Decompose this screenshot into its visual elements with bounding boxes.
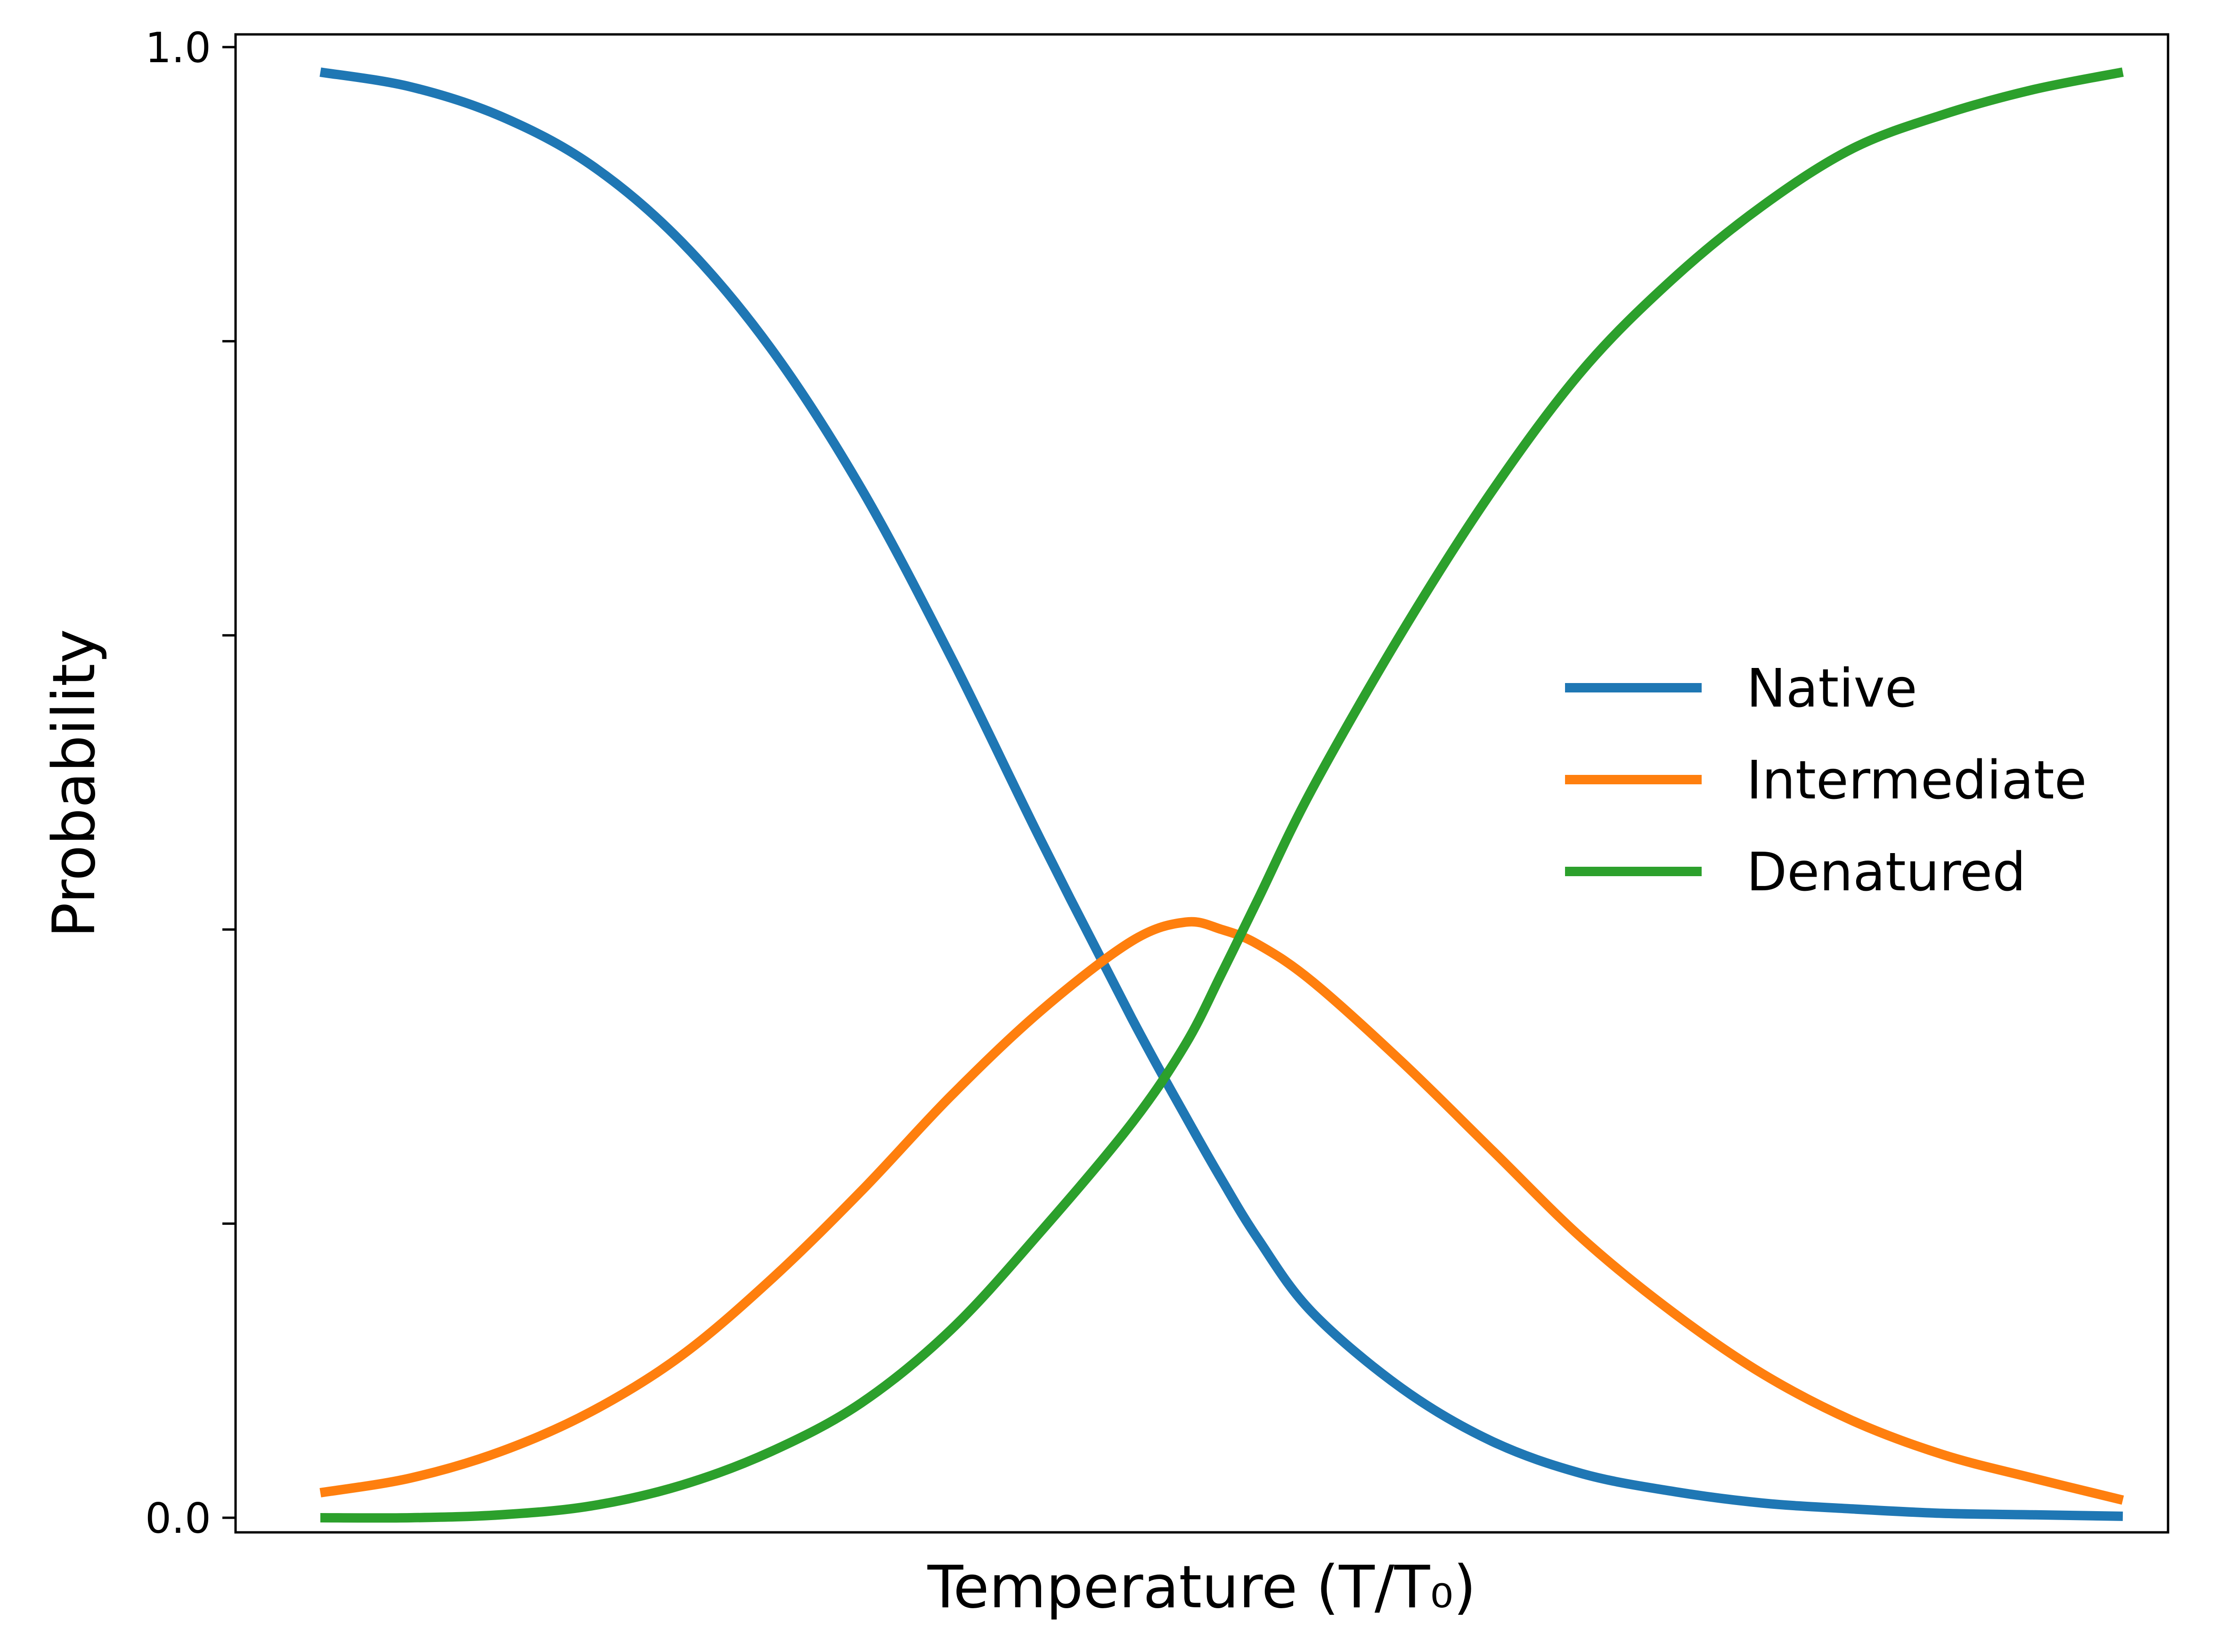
- legend-label-denatured: Denatured: [1746, 842, 2026, 903]
- series-line-denatured: [320, 67, 2124, 1523]
- series-line-native: [319, 67, 2123, 1521]
- x-axis-title: Temperature (T/T₀): [927, 1554, 1476, 1621]
- series-lines: [319, 67, 2124, 1523]
- y-axis-title: Probability: [41, 629, 108, 937]
- y-tick-label: 0.0: [145, 1494, 211, 1543]
- y-tick-label: 1.0: [145, 24, 211, 72]
- y-axis: 0.0 1.0: [145, 24, 236, 1543]
- plot-area: [234, 33, 2169, 1534]
- legend-label-intermediate: Intermediate: [1746, 750, 2087, 811]
- series-line-intermediate: [319, 917, 2124, 1505]
- legend: Native Intermediate Denatured: [1565, 658, 2087, 903]
- legend-label-native: Native: [1746, 658, 1917, 719]
